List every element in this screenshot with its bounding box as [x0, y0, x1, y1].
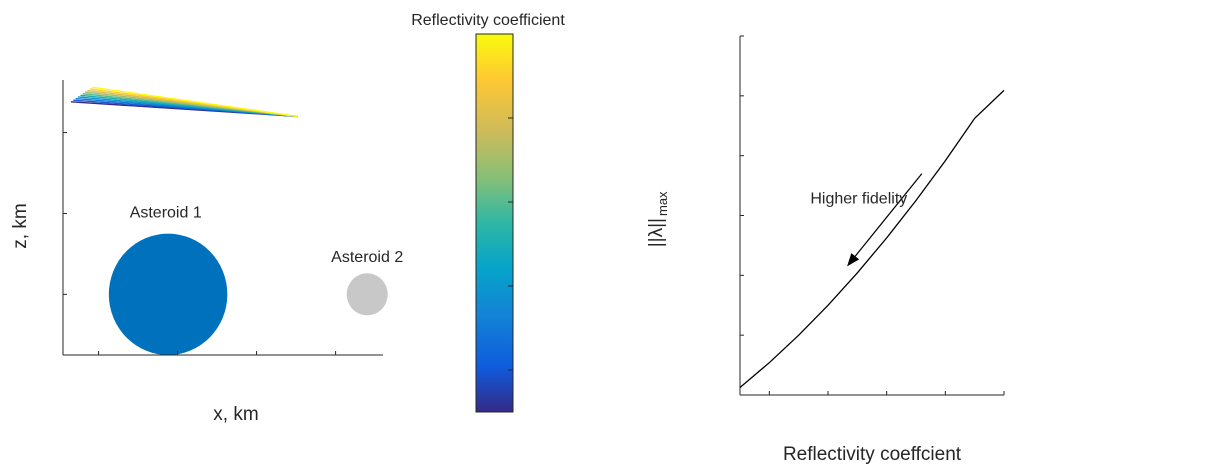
lambda-panel: Higher fidelity Reflectivity coeffcient … — [646, 35, 1005, 465]
lambda-y-axis-label: ||λ|| max — [646, 191, 670, 247]
sail-line — [92, 86, 298, 118]
colorbar-gradient — [475, 33, 514, 413]
asteroid-2-label: Asteroid 2 — [331, 249, 403, 266]
lambda-y-axis-label-sub: max — [655, 191, 670, 216]
trajectory-panel: Asteroid 1 Asteroid 2 x, km z, km — [10, 80, 403, 425]
trajectory-axes — [62, 80, 383, 356]
lambda-axes — [739, 36, 1004, 396]
lambda-ticks — [740, 35, 1005, 396]
sail-lines — [70, 86, 298, 118]
fidelity-arrow-line — [854, 173, 923, 257]
lambda-x-axis-label: Reflectivity coeffcient — [783, 444, 962, 465]
lambda-series-line — [739, 89, 1005, 388]
lambda-y-axis-label-main: ||λ|| — [646, 218, 667, 247]
trajectory-y-axis-label: z, km — [10, 203, 31, 248]
asteroid-2-body — [346, 273, 388, 316]
colorbar: Reflectivity coefficient — [411, 12, 565, 413]
fidelity-arrow-head — [847, 253, 860, 267]
asteroid-1-label: Asteroid 1 — [130, 205, 202, 222]
trajectory-ticks — [63, 132, 337, 355]
trajectory-x-axis-label: x, km — [213, 404, 258, 425]
colorbar-title: Reflectivity coefficient — [411, 12, 565, 29]
asteroid-bodies — [108, 233, 388, 355]
colorbar-ticks — [508, 33, 513, 371]
higher-fidelity-label: Higher fidelity — [810, 191, 907, 208]
asteroid-1-body — [108, 233, 228, 355]
